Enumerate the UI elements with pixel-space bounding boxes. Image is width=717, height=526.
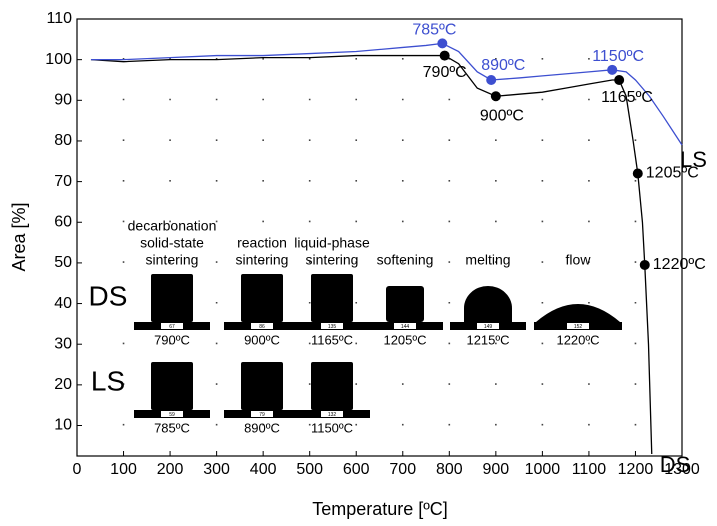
specimen <box>386 286 424 322</box>
sample-number: 86 <box>259 324 265 330</box>
sample-number: 132 <box>328 412 337 418</box>
y-tick-label: 70 <box>54 173 72 190</box>
stage-label: liquid-phase <box>294 235 370 251</box>
x-tick-label: 300 <box>203 461 230 478</box>
y-axis-label: Area [%] <box>9 202 29 271</box>
x-tick-label: 400 <box>250 461 277 478</box>
row-label: LS <box>91 365 125 396</box>
sample-number: 152 <box>574 324 583 330</box>
x-tick-label: 1200 <box>618 461 654 478</box>
specimen <box>241 362 283 410</box>
sample-number: 149 <box>484 324 493 330</box>
row-label: DS <box>89 280 128 311</box>
sample-temp: 785ºC <box>154 420 190 435</box>
point-label: 890ºC <box>481 57 525 74</box>
point-label: 1165ºC <box>601 89 653 106</box>
specimen <box>241 274 283 322</box>
series-label: LS <box>680 147 707 172</box>
stage-label: melting <box>465 252 510 268</box>
sample-number: 79 <box>259 412 265 418</box>
number-box <box>251 411 273 417</box>
sample-temp: 1165ºC <box>311 332 353 347</box>
y-tick-label: 110 <box>46 10 72 27</box>
x-tick-label: 0 <box>73 461 82 478</box>
number-box <box>321 411 343 417</box>
stage-label: decarbonation <box>128 218 217 234</box>
sample-number: 135 <box>328 324 337 330</box>
x-tick-label: 700 <box>389 461 416 478</box>
annotated-point <box>437 38 448 49</box>
annotated-point <box>632 168 643 179</box>
number-box <box>321 323 343 329</box>
number-box <box>477 323 499 329</box>
x-tick-label: 1100 <box>572 461 607 478</box>
sample-temp: 1205ºC <box>383 332 426 347</box>
point-label: 790ºC <box>423 64 467 81</box>
x-tick-label: 500 <box>296 461 323 478</box>
annotated-point <box>614 74 625 85</box>
stage-label: sintering <box>306 252 359 268</box>
annotated-point <box>607 64 618 75</box>
number-box <box>161 323 183 329</box>
y-tick-label: 10 <box>54 417 72 434</box>
point-label: 1150ºC <box>592 48 644 65</box>
sample-number: 59 <box>169 412 175 418</box>
y-tick-label: 50 <box>54 254 72 271</box>
sample-temp: 1215ºC <box>466 332 509 347</box>
specimen <box>151 274 193 322</box>
stage-label: solid-state <box>140 235 204 251</box>
x-axis-label: Temperature [ºC] <box>312 499 448 519</box>
annotated-point <box>439 50 450 61</box>
stage-label: flow <box>566 252 592 268</box>
series-line <box>90 42 683 146</box>
point-label: 1220ºC <box>653 256 706 273</box>
specimen <box>311 274 353 322</box>
sample-temp: 890ºC <box>244 420 280 435</box>
y-tick-label: 20 <box>54 376 72 393</box>
stage-label: softening <box>377 252 434 268</box>
series-line <box>90 54 653 454</box>
point-label: 785ºC <box>412 22 456 39</box>
specimen <box>311 362 353 410</box>
annotated-point <box>486 74 497 85</box>
y-tick-label: 30 <box>54 335 72 352</box>
x-tick-label: 100 <box>110 461 137 478</box>
x-tick-label: 200 <box>157 461 184 478</box>
sample-temp: 790ºC <box>154 332 190 347</box>
number-box <box>567 323 589 329</box>
sample-temp: 900ºC <box>244 332 280 347</box>
plot-frame <box>76 18 683 457</box>
x-tick-label: 900 <box>482 461 509 478</box>
y-tick-label: 100 <box>45 51 72 68</box>
number-box <box>251 323 273 329</box>
x-tick-label: 600 <box>343 461 370 478</box>
annotated-point <box>490 91 501 102</box>
sample-number: 144 <box>401 324 410 330</box>
y-tick-label: 60 <box>54 213 72 230</box>
annotated-point <box>639 259 650 270</box>
stage-label: sintering <box>146 252 199 268</box>
stage-label: reaction <box>237 235 287 251</box>
y-tick-label: 80 <box>54 132 72 149</box>
sample-number: 67 <box>169 324 175 330</box>
y-tick-label: 40 <box>54 295 72 312</box>
sample-temp: 1220ºC <box>556 332 599 347</box>
x-tick-label: 1300 <box>664 461 700 478</box>
number-box <box>394 323 416 329</box>
specimen <box>464 286 512 322</box>
x-tick-label: 800 <box>436 461 463 478</box>
point-label: 1205ºC <box>646 165 699 182</box>
series-label: DS <box>660 452 691 477</box>
y-tick-label: 90 <box>54 92 72 109</box>
point-label: 900ºC <box>480 107 524 124</box>
number-box <box>161 411 183 417</box>
x-tick-label: 1000 <box>525 461 561 478</box>
sample-temp: 1150ºC <box>311 420 353 435</box>
specimen <box>536 304 620 322</box>
specimen <box>151 362 193 410</box>
stage-label: sintering <box>236 252 289 268</box>
